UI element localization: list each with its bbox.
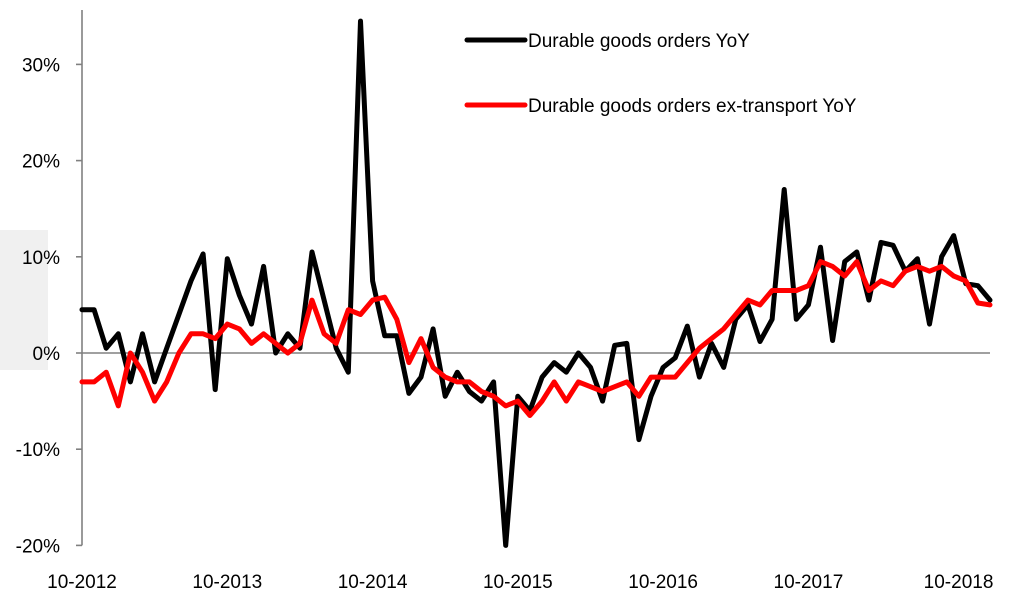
y-tick-label: 20%: [22, 152, 60, 173]
y-tick-label: 0%: [33, 344, 61, 365]
x-tick-label: 10-2012: [47, 572, 117, 593]
x-axis-ticks: 10-2012 10-2013 10-2014 10-2015 10-2016 10-20…: [47, 572, 993, 593]
left-edge-shade: [0, 230, 48, 370]
legend-label: Durable goods orders YoY: [528, 31, 750, 52]
x-tick-label: 10-2013: [192, 572, 262, 593]
series-layer: [79, 18, 993, 548]
x-tick-label: 10-2014: [338, 572, 408, 593]
legend-label: Durable goods orders ex-transport YoY: [528, 96, 857, 117]
series-line-durable-goods-yoy: [79, 18, 993, 548]
legend: Durable goods orders YoY Durable goods or…: [464, 31, 857, 117]
y-tick-label: 30%: [22, 55, 60, 76]
x-tick-label: 10-2017: [774, 572, 844, 593]
x-tick-label: 10-2015: [483, 572, 553, 593]
y-tick-label: -10%: [16, 440, 60, 461]
x-tick-label: 10-2018: [924, 572, 994, 593]
axes: [81, 10, 990, 546]
y-axis-ticks: -20% -10% 0% 10% 20% 30%: [16, 55, 82, 557]
series-line-ex-transport-yoy: [79, 259, 993, 418]
x-tick-label: 10-2016: [628, 572, 698, 593]
y-tick-label: -20%: [16, 536, 60, 557]
y-tick-label: 10%: [22, 248, 60, 269]
